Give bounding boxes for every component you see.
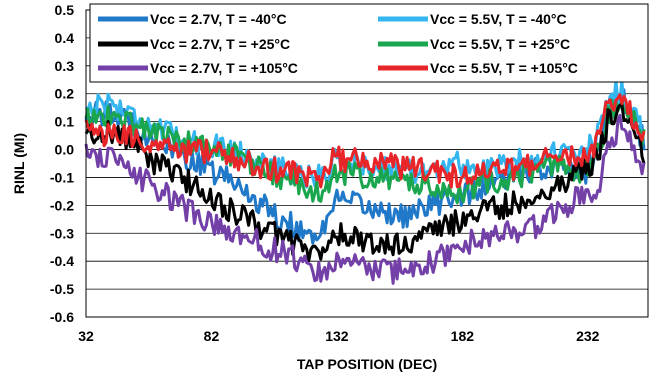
y-tick-label: 0.5 xyxy=(55,2,75,18)
series-line xyxy=(84,93,646,189)
x-tick-label: 232 xyxy=(576,328,600,344)
y-tick-label: 0.4 xyxy=(55,30,75,46)
x-tick-label: 32 xyxy=(78,328,94,344)
legend-label: Vcc = 5.5V, T = +25°C xyxy=(430,36,570,52)
legend-label: Vcc = 5.5V, T = +105°C xyxy=(430,60,578,76)
y-tick-label: -0.3 xyxy=(50,225,74,241)
y-tick-label: -0.1 xyxy=(50,169,74,185)
x-tick-label: 82 xyxy=(204,328,220,344)
y-tick-label: -0.5 xyxy=(50,281,74,297)
y-tick-label: -0.2 xyxy=(50,197,74,213)
y-tick-labels: 0.5 0.4 0.3 0.2 0.1 0.0 -0.1 -0.2 -0.3 -0.4 -0.5 -0… xyxy=(50,2,74,325)
y-tick-label: 0.3 xyxy=(55,58,75,74)
legend-box xyxy=(89,3,649,83)
y-tick-label: 0.2 xyxy=(55,86,75,102)
legend-label: Vcc = 5.5V, T = -40°C xyxy=(430,11,567,27)
x-tick-labels: 32 82 132 182 232 xyxy=(78,328,599,344)
series-line xyxy=(84,113,646,285)
legend-label: Vcc = 2.7V, T = +105°C xyxy=(150,60,298,76)
legend-label: Vcc = 2.7V, T = -40°C xyxy=(150,11,287,27)
x-tick-label: 182 xyxy=(451,328,475,344)
x-axis-title: TAP POSITION (DEC) xyxy=(297,356,437,372)
y-tick-label: -0.4 xyxy=(50,253,74,269)
legend: Vcc = 2.7V, T = -40°C Vcc = 5.5V, T = -40… xyxy=(89,3,649,83)
series-line xyxy=(84,102,646,263)
series-lines xyxy=(84,78,646,285)
y-axis-title: RINL (MI) xyxy=(11,133,27,194)
y-tick-label: 0.1 xyxy=(55,114,75,130)
y-tick-label: -0.6 xyxy=(50,309,74,325)
legend-label: Vcc = 2.7V, T = +25°C xyxy=(150,36,290,52)
x-tick-label: 132 xyxy=(325,328,349,344)
series-line xyxy=(84,98,646,205)
y-tick-label: 0.0 xyxy=(55,142,75,158)
